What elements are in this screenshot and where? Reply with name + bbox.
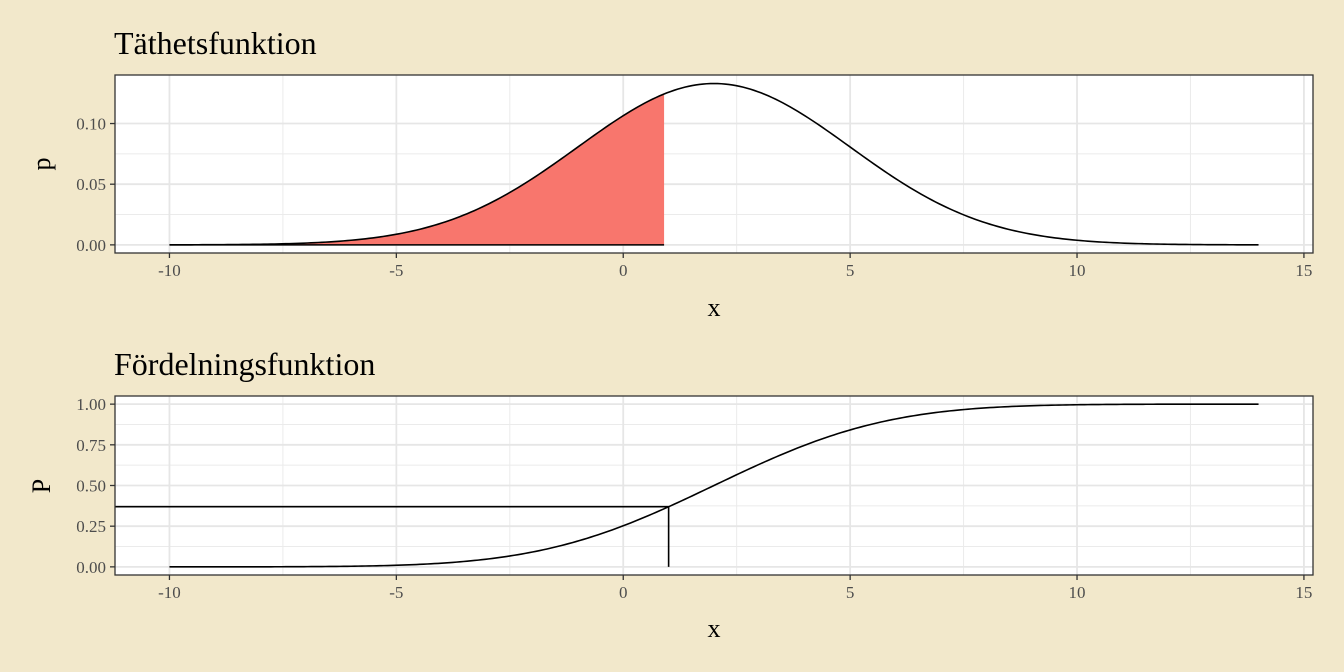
x-tick-label: -10 xyxy=(158,583,181,602)
x-tick-label: -10 xyxy=(158,261,181,280)
shaded-area xyxy=(169,94,665,245)
chart-title: Fördelningsfunktion xyxy=(114,346,375,382)
axis-ticks: -10 -5 0 5 10 15 0.00 0.05 0.10 xyxy=(76,115,1312,280)
y-tick-label: 0.25 xyxy=(76,517,106,536)
plot-border xyxy=(114,74,1314,254)
cdf-chart: Fördelningsfunktion -10 -5 0 5 10 15 0.00 0.25 0… xyxy=(27,346,1314,643)
cdf-curve xyxy=(169,403,1259,568)
x-tick-label: -5 xyxy=(389,583,403,602)
density-curve xyxy=(169,82,1259,246)
y-tick-label: 1.00 xyxy=(76,395,106,414)
y-tick-label: 0.50 xyxy=(76,477,106,496)
x-tick-label: 15 xyxy=(1295,583,1312,602)
x-tick-label: 0 xyxy=(619,583,628,602)
axis-ticks: -10 -5 0 5 10 15 0.00 0.25 0.50 0.75 1.00 xyxy=(76,395,1312,602)
x-tick-label: 10 xyxy=(1069,583,1086,602)
y-axis-title: P xyxy=(27,479,56,493)
plot-background xyxy=(115,75,1313,253)
data-marks xyxy=(169,82,1259,246)
x-tick-label: 5 xyxy=(846,261,855,280)
density-chart: Täthetsfunktion -10 -5 0 5 10 150.000.050.10 … xyxy=(27,25,1314,322)
chart-title: Täthetsfunktion xyxy=(114,25,317,61)
y-tick-label: 0.05 xyxy=(76,175,106,194)
x-tick-label: 0 xyxy=(619,261,628,280)
y-tick-label: 0.75 xyxy=(76,436,106,455)
x-tick-label: 5 xyxy=(846,583,855,602)
y-tick-label: 0.00 xyxy=(76,236,106,255)
y-tick-label: 0.00 xyxy=(76,558,106,577)
x-tick-label: 10 xyxy=(1069,261,1086,280)
data-marks xyxy=(115,403,1259,568)
x-tick-label: -5 xyxy=(389,261,403,280)
y-tick-label: 0.10 xyxy=(76,115,106,134)
x-tick-label: 15 xyxy=(1295,261,1312,280)
x-axis-title: x xyxy=(708,293,721,322)
y-axis-title: p xyxy=(27,158,56,171)
x-axis-title: x xyxy=(708,614,721,643)
